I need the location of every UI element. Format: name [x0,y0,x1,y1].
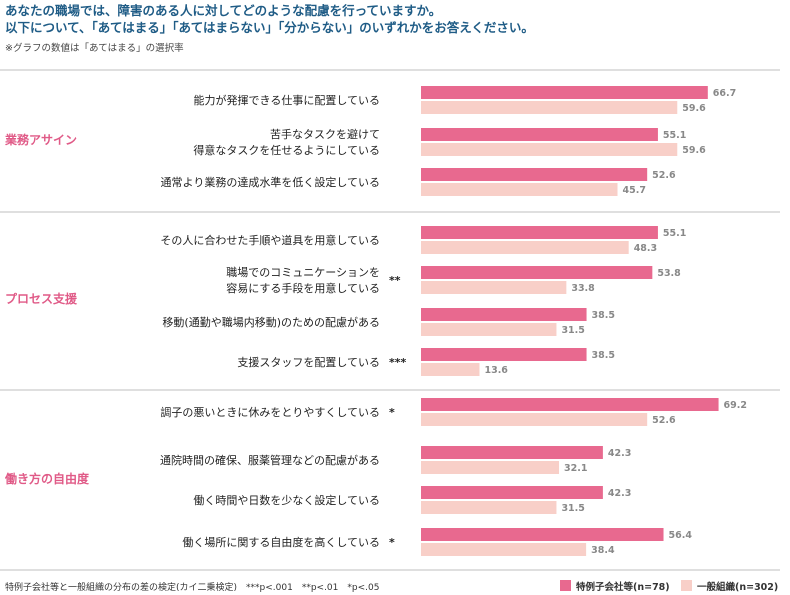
row-label-7-0: 調子の悪いときに休みをとりやすくしている [160,405,380,419]
category-label-0: 業務アサイン [4,132,77,147]
legend-label-series2: 一般組織(n=302) [697,581,778,593]
chart-title-line1: あなたの職場では、障害のある人に対してどのような配慮を行っていますか。 [5,3,441,18]
row-label-5-0: 移動(通勤や職場内移動)のための配慮がある [162,315,380,329]
bar-series2-2 [421,183,618,196]
row-label-6-0: 支援スタッフを配置している [237,355,380,369]
bar-series1-4 [421,266,653,279]
row-label-3-0: その人に合わせた手順や道具を用意している [160,233,380,247]
bar-series1-3 [421,226,658,239]
bar-series2-6 [421,363,480,376]
bar-series2-4 [421,281,567,294]
value-label-series2-6: 13.6 [484,365,508,376]
bar-series1-8 [421,446,603,459]
plot-area: 業務アサイン 能力が発揮できる仕事に配置している 66.7 59.6 苦手なタスクを避け… [0,69,780,571]
bar-series1-6 [421,348,587,361]
value-label-series2-2: 45.7 [623,185,646,196]
value-label-series1-8: 42.3 [608,448,631,459]
row-label-4-1: 容易にする手段を用意している [226,281,380,295]
bar-series1-5 [421,308,587,321]
legend: 特例子会社等(n=78) 一般組織(n=302) [560,580,778,593]
significance-mark-10: * [389,536,395,549]
value-label-series2-9: 31.5 [561,503,584,514]
category-label-2: 働き方の自由度 [4,471,90,486]
bar-series1-1 [421,128,658,141]
row-label-10-0: 働く場所に関する自由度を高くしている [182,535,380,549]
value-label-series1-7: 69.2 [724,400,747,411]
bar-series1-10 [421,528,664,541]
bar-series2-10 [421,543,587,556]
significance-mark-4: ** [389,274,401,287]
value-label-series1-6: 38.5 [592,350,615,361]
chart-title-line2: 以下について、「あてはまる」「あてはまらない」「分からない」のいずれかをお答えく… [5,20,534,35]
bar-series1-2 [421,168,648,181]
bar-series2-7 [421,413,648,426]
row-label-8-0: 通院時間の確保、服薬管理などの配慮がある [160,453,380,467]
row-label-1-0: 苦手なタスクを避けて [270,127,380,141]
category-label-1: プロセス支援 [5,291,78,306]
row-label-9-0: 働く時間や日数を少なく設定している [193,493,380,507]
bar-series2-5 [421,323,557,336]
value-label-series2-1: 59.6 [682,145,706,156]
significance-mark-7: * [389,406,395,419]
bar-series2-3 [421,241,629,254]
bar-series2-0 [421,101,678,114]
bar-series1-0 [421,86,708,99]
row-label-1-1: 得意なタスクを任せるようにしている [193,143,380,157]
value-label-series2-5: 31.5 [561,325,584,336]
value-label-series1-5: 38.5 [592,310,615,321]
bar-series2-1 [421,143,678,156]
footer-test-note: 特例子会社等と一般組織の分布の差の検定(カイ二乗検定) ***p<.001 **… [5,581,379,593]
row-label-2-0: 通常より業務の達成水準を低く設定している [161,175,380,189]
legend-label-series1: 特例子会社等(n=78) [576,581,670,593]
bar-series2-8 [421,461,560,474]
value-label-series2-3: 48.3 [634,243,657,254]
value-label-series2-4: 33.8 [571,283,595,294]
value-label-series2-0: 59.6 [682,103,706,114]
value-label-series1-1: 55.1 [663,130,686,141]
value-label-series1-10: 56.4 [669,530,693,541]
legend-swatch-series1 [560,580,571,591]
value-label-series1-0: 66.7 [713,88,736,99]
value-label-series1-4: 53.8 [657,268,681,279]
value-label-series2-7: 52.6 [652,415,676,426]
value-label-series1-9: 42.3 [608,488,631,499]
chart-note: ※グラフの数値は「あてはまる」の選択率 [5,42,184,54]
value-label-series2-10: 38.4 [591,545,615,556]
bar-series2-9 [421,501,557,514]
bar-series1-9 [421,486,603,499]
row-label-4-0: 職場でのコミュニケーションを [226,266,380,279]
legend-swatch-series2 [681,580,692,591]
significance-mark-6: *** [389,356,407,369]
value-label-series2-8: 32.1 [564,463,587,474]
bar-series1-7 [421,398,719,411]
row-label-0-0: 能力が発揮できる仕事に配置している [194,93,380,107]
value-label-series1-3: 55.1 [663,228,686,239]
value-label-series1-2: 52.6 [652,170,676,181]
